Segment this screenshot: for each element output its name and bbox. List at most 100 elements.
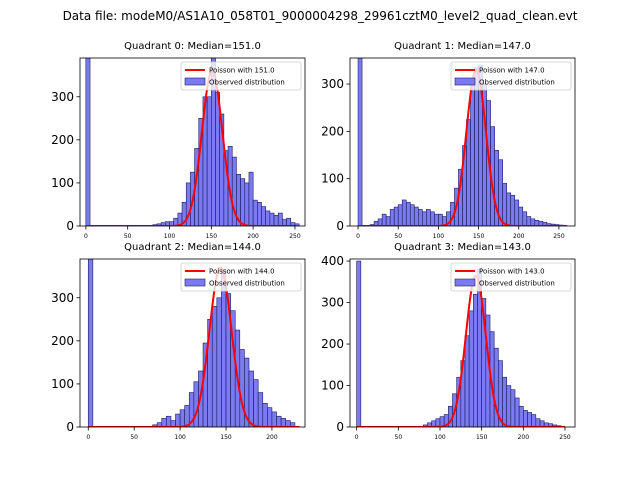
- quadrant-3-histogram-bar: [468, 310, 474, 427]
- quadrant-1-histogram-bar: [422, 211, 427, 226]
- quadrant-1-histogram-bar: [430, 211, 435, 226]
- quadrant-2-histogram-bar: [239, 349, 245, 427]
- quadrant-1-histogram-bar: [466, 119, 471, 226]
- quadrant-0-legend-hist-label: Observed distribution: [209, 79, 285, 87]
- quadrant-3-histogram-bar: [473, 293, 478, 427]
- quadrant-3-x-tick-label: 50: [395, 434, 403, 441]
- quadrant-2-histogram-bar: [175, 413, 181, 427]
- quadrant-3-x-tick-label: 100: [434, 434, 446, 441]
- quadrant-3-plot-area: [356, 260, 565, 427]
- quadrant-2-x-tick-label: 150: [220, 434, 232, 441]
- quadrant-1-histogram-bar: [522, 211, 528, 226]
- quadrant-1-legend-hist-swatch: [454, 77, 476, 86]
- quadrant-1-histogram-bar: [405, 202, 411, 226]
- quadrant-2-y-tick-label: 100: [51, 377, 74, 391]
- quadrant-1-histogram-bar: [474, 67, 479, 226]
- quadrant-3-histogram-bar: [464, 335, 470, 427]
- quadrant-1-histogram-bar: [381, 213, 387, 226]
- quadrant-0-axes: 0 50 100 150 200 250 0 100 200 300 Quadrant 0: Med…: [51, 41, 306, 240]
- quadrant-1-histogram-bar: [377, 218, 383, 226]
- quadrant-2-legend-hist-label: Observed distribution: [209, 280, 285, 288]
- quadrant-0-histogram-bar: [265, 210, 271, 226]
- quadrant-0-y-tick-label: 100: [51, 176, 74, 190]
- quadrant-2-histogram-bar: [179, 409, 185, 427]
- quadrant-0-legend-hist-swatch: [184, 77, 206, 86]
- quadrant-2-x-tick-label: 200: [266, 434, 278, 441]
- quadrant-3-histogram-bar: [356, 260, 362, 427]
- quadrant-3-y-tick-label: 400: [321, 254, 344, 268]
- quadrant-1-x-tick-label: 200: [513, 233, 525, 240]
- quadrant-2-histogram-bar: [257, 392, 264, 427]
- quadrant-1-histogram-bar: [389, 209, 395, 226]
- quadrant-2-y-tick-label: 300: [51, 291, 74, 305]
- quadrant-0-y-tick-label: 300: [51, 90, 74, 104]
- quadrant-0-histogram-bar: [277, 212, 283, 226]
- quadrant-1-histogram-bar: [518, 206, 524, 226]
- quadrant-1-x-tick-label: 100: [433, 233, 445, 240]
- quadrant-0-histogram-bar: [257, 202, 262, 226]
- quadrant-0-histogram-bar: [206, 96, 212, 226]
- quadrant-1-y-tick-label: 0: [336, 219, 344, 233]
- quadrant-2-histogram-bar: [87, 259, 94, 427]
- quadrant-3-histogram-bar: [518, 405, 524, 427]
- quadrant-1-histogram-bar: [418, 209, 423, 226]
- quadrant-2-histogram-bar: [211, 306, 218, 427]
- quadrant-1-frame: [349, 57, 576, 227]
- quadrant-1-legend-hist-label: Observed distribution: [479, 79, 555, 87]
- quadrant-0-histogram-bar: [294, 223, 300, 226]
- quadrant-2-histogram-bar: [216, 297, 222, 427]
- quadrant-1-histogram-bar: [385, 216, 391, 226]
- quadrant-2-histogram-bar: [253, 379, 259, 427]
- figure-suptitle: Data file: modeM0/AS1A10_058T01_90000042…: [63, 9, 578, 23]
- quadrant-2-legend-hist-swatch: [184, 278, 206, 287]
- quadrant-1-x-tick-label: 250: [553, 233, 565, 240]
- quadrant-2-legend-box: [180, 262, 302, 292]
- quadrant-1-histogram-bar: [434, 213, 439, 226]
- quadrant-1-histogram-bar: [393, 206, 399, 226]
- quadrant-2-plot-area: [87, 259, 300, 427]
- quadrant-1-x-tick-label: 50: [394, 233, 402, 240]
- quadrant-3-histogram-bar: [502, 376, 507, 427]
- quadrant-3-legend-box: [450, 262, 572, 292]
- quadrant-1-x-tick-label: 150: [473, 233, 485, 240]
- quadrant-0-legend-box: [180, 61, 302, 91]
- quadrant-2-x-tick-label: 0: [86, 434, 90, 441]
- quadrant-2-y-tick-label: 0: [66, 420, 74, 434]
- quadrant-0-x-tick-label: 200: [247, 233, 259, 240]
- quadrant-0-y-tick-label: 200: [51, 133, 74, 147]
- quadrant-3-histogram-bar: [514, 397, 520, 427]
- quadrant-1-poisson-curve: [358, 68, 567, 226]
- quadrant-2-histogram-bar: [267, 407, 273, 427]
- quadrant-2-histogram-bar: [280, 418, 287, 427]
- quadrant-3-histogram-bar: [535, 418, 541, 427]
- quadrant-3-y-tick-label: 100: [321, 379, 344, 393]
- quadrant-3-title: Quadrant 3: Median=143.0: [394, 242, 531, 253]
- quadrant-0-histogram-bar: [248, 171, 254, 226]
- quadrant-1-histogram-bar: [514, 199, 520, 226]
- quadrant-0-title: Quadrant 0: Median=151.0: [124, 41, 261, 52]
- quadrant-1-histogram-bar: [397, 204, 403, 226]
- quadrant-0-histogram-bar: [215, 92, 220, 226]
- quadrant-0-x-tick-label: 100: [164, 233, 176, 240]
- quadrant-2-y-tick-label: 200: [51, 334, 74, 348]
- quadrant-2-histogram-bar: [276, 415, 282, 427]
- quadrant-3-x-tick-label: 250: [559, 434, 571, 441]
- quadrant-1-histogram-bar: [526, 216, 532, 226]
- quadrant-3-histogram-bar: [531, 414, 537, 427]
- quadrant-2-histogram-bar: [262, 403, 268, 427]
- quadrant-3-axes: 0 50 100 150 200 250 0 100 200 300 400 Quadrant 3: …: [321, 242, 576, 441]
- quadrant-1-y-tick-label: 200: [321, 124, 344, 138]
- quadrant-2-frame: [79, 258, 306, 428]
- quadrant-0-histogram-bar: [240, 178, 246, 226]
- quadrant-2-x-tick-label: 50: [130, 434, 138, 441]
- quadrant-1-x-tick-label: 0: [356, 233, 360, 240]
- quadrant-2-axes: 0 50 100 150 200 0 100 200 300 Quadrant 2: Median…: [51, 242, 306, 441]
- quadrant-0-histogram-bar: [252, 199, 258, 226]
- quadrant-3-legend-hist-swatch: [454, 278, 476, 287]
- quadrant-1-title: Quadrant 1: Median=147.0: [394, 41, 531, 52]
- quadrant-0-x-tick-label: 50: [124, 233, 132, 240]
- quadrant-2-histogram-bar: [271, 411, 277, 427]
- quadrant-3-histogram-bar: [523, 410, 528, 427]
- quadrant-0-histogram-bar: [269, 212, 275, 226]
